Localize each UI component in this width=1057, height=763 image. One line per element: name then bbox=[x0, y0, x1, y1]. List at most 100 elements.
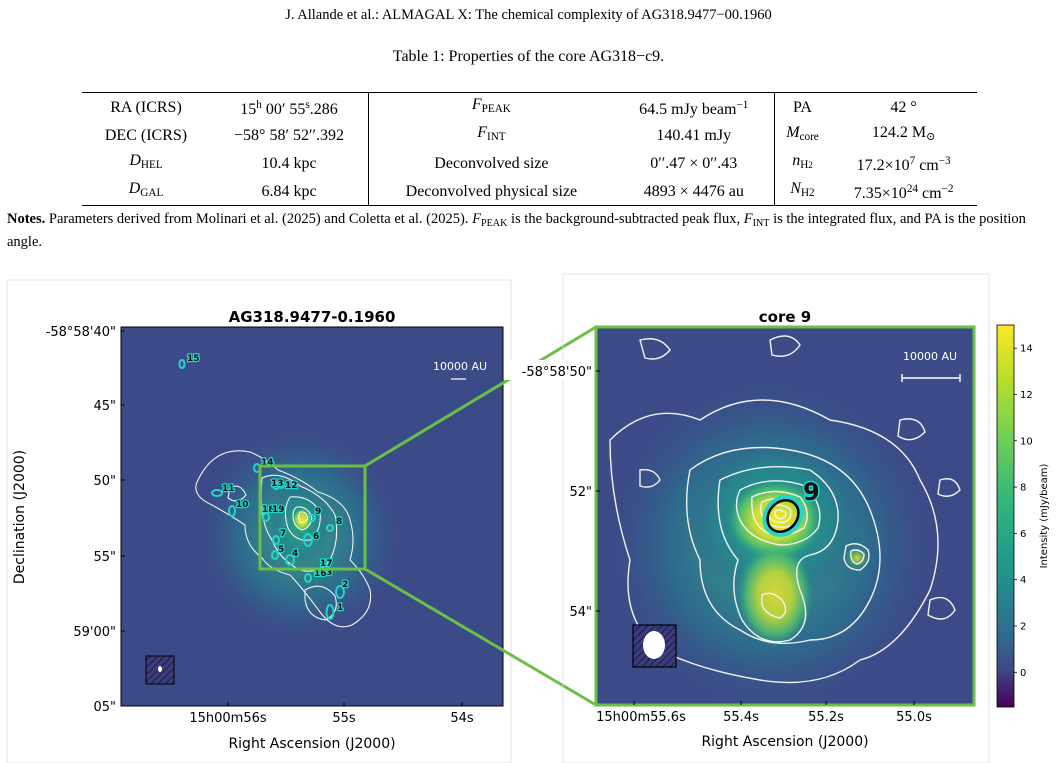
table-row: DHEL 10.4 kpc Deconvolved size 0′′.47 × … bbox=[82, 149, 977, 177]
cell: 64.5 mJy beam−1 bbox=[613, 92, 775, 121]
left-ytick: 45" bbox=[93, 399, 116, 414]
left-image: 1 2 3 4 5 6 7 8 9 10 11 12 13 14 15 16 1… bbox=[121, 327, 503, 706]
core-label-17: 17 bbox=[320, 559, 333, 569]
table-row: DEC (ICRS) −58° 58′ 52′′.392 FINT 140.41… bbox=[82, 121, 977, 149]
notes-text: Parameters derived from Molinari et al. … bbox=[7, 211, 1026, 250]
right-ticks bbox=[596, 370, 915, 705]
cell: 0′′.47 × 0′′.43 bbox=[613, 149, 775, 177]
core-label-12: 12 bbox=[285, 481, 298, 491]
cell: DHEL bbox=[129, 152, 163, 171]
cell: 6.84 kpc bbox=[210, 177, 369, 206]
core-label-7: 7 bbox=[280, 529, 286, 539]
running-head: J. Allande et al.: ALMAGAL X: The chemic… bbox=[285, 7, 772, 23]
right-scalebar-label: 10000 AU bbox=[903, 350, 957, 363]
table-row: DGAL 6.84 kpc Deconvolved physical size … bbox=[82, 177, 977, 206]
notes-label: Notes. bbox=[7, 211, 46, 227]
left-beam bbox=[158, 666, 162, 672]
cell: Deconvolved size bbox=[434, 154, 549, 172]
cell: DGAL bbox=[128, 180, 164, 199]
cell: FPEAK bbox=[471, 96, 511, 115]
left-xtick: 15h00m56s bbox=[189, 711, 267, 726]
cell: RA (ICRS) bbox=[110, 98, 182, 116]
right-xtick: 55.2s bbox=[808, 710, 844, 725]
right-axes bbox=[594, 325, 976, 707]
right-xtick: 55.4s bbox=[723, 710, 759, 725]
core-label-11: 11 bbox=[222, 484, 235, 494]
table-notes: Notes. Parameters derived from Molinari … bbox=[7, 210, 1052, 252]
cell: Mcore bbox=[786, 124, 819, 143]
right-image: 9 10000 AU bbox=[596, 327, 974, 705]
core-label-4: 4 bbox=[292, 549, 298, 559]
core-label-6: 6 bbox=[313, 532, 319, 542]
core-label-3: 3 bbox=[326, 568, 332, 578]
core-label-9: 9 bbox=[315, 507, 321, 517]
left-ytick: 55" bbox=[93, 550, 116, 565]
properties-table: RA (ICRS) 15h 00′ 55s.286 FPEAK 64.5 mJy… bbox=[82, 92, 977, 206]
core-9-ellipse bbox=[762, 495, 804, 537]
left-ytick: -58°58'40" bbox=[46, 325, 116, 340]
left-ytick: 05" bbox=[93, 700, 116, 715]
cell: nH2 bbox=[792, 152, 813, 171]
core-figure: AG318.9477-0.1960 bbox=[6, 273, 1050, 763]
core-label-19: 19 bbox=[272, 505, 285, 515]
right-xtick: 55.0s bbox=[896, 710, 932, 725]
right-ytick: -58°58'50" bbox=[522, 365, 592, 380]
colorbar-tick-label: 2 bbox=[1020, 621, 1026, 632]
core-label-15: 15 bbox=[187, 354, 200, 364]
left-ticks bbox=[121, 330, 463, 707]
colorbar bbox=[996, 324, 1015, 708]
colorbar-tick-label: 14 bbox=[1020, 344, 1033, 355]
cell: Deconvolved physical size bbox=[405, 182, 578, 200]
left-xtick: 55s bbox=[332, 711, 356, 726]
core-label-1: 1 bbox=[337, 603, 343, 613]
zoom-box bbox=[258, 464, 367, 571]
left-xlabel: Right Ascension (J2000) bbox=[228, 736, 395, 752]
left-ytick: 59'00" bbox=[73, 625, 116, 640]
core-9-label: 9 bbox=[803, 478, 820, 506]
right-panel-title: core 9 bbox=[759, 308, 811, 326]
right-xtick: 15h00m55.6s bbox=[596, 710, 686, 725]
cell: PA bbox=[792, 98, 812, 116]
colorbar-tick-label: 6 bbox=[1020, 529, 1026, 540]
zoom-connector-bottom bbox=[364, 567, 597, 707]
core-label-13: 13 bbox=[271, 479, 284, 489]
left-axes bbox=[120, 326, 504, 707]
cell: 7.35×1024 cm−2 bbox=[853, 182, 954, 202]
colorbar-tick-label: 12 bbox=[1020, 390, 1033, 401]
cell: 10.4 kpc bbox=[210, 149, 369, 177]
cell: NH2 bbox=[790, 180, 815, 199]
right-panel-frame bbox=[562, 273, 990, 763]
core-label-2: 2 bbox=[342, 580, 348, 590]
left-panel-title: AG318.9477-0.1960 bbox=[229, 308, 396, 326]
left-ytick: 50" bbox=[93, 474, 116, 489]
colorbar-tick-label: 4 bbox=[1020, 575, 1026, 586]
cell: 17.2×107 cm−3 bbox=[856, 154, 951, 174]
right-ytick: 52" bbox=[569, 485, 592, 500]
left-scalebar-label: 10000 AU bbox=[433, 360, 487, 373]
zoom-connector-top bbox=[364, 325, 597, 468]
cell: DEC (ICRS) bbox=[104, 126, 188, 144]
core-label-8: 8 bbox=[336, 517, 342, 527]
core-label-18: 18 bbox=[262, 505, 275, 515]
table-row: RA (ICRS) 15h 00′ 55s.286 FPEAK 64.5 mJy… bbox=[82, 92, 977, 121]
cell: −58° 58′ 52′′.392 bbox=[210, 121, 369, 149]
colorbar-tick-label: 0 bbox=[1020, 668, 1026, 679]
left-xtick: 54s bbox=[450, 711, 474, 726]
right-ytick: 54" bbox=[569, 605, 592, 620]
colorbar-tick-label: 8 bbox=[1020, 483, 1026, 494]
right-ytick-bg bbox=[506, 360, 592, 380]
core-label-5: 5 bbox=[278, 545, 284, 555]
right-xlabel: Right Ascension (J2000) bbox=[701, 734, 868, 750]
core-label-10: 10 bbox=[236, 500, 249, 510]
cell: 42 ° bbox=[890, 98, 917, 116]
colorbar-tick-label: 10 bbox=[1020, 436, 1033, 447]
cell: 124.2 M⊙ bbox=[871, 124, 936, 143]
colorbar-ticks: 14 12 10 8 6 4 2 0 bbox=[1014, 344, 1033, 679]
colorbar-label: Intensity (mJy/beam) bbox=[1039, 463, 1050, 568]
right-beam bbox=[643, 631, 665, 659]
table-caption: Table 1: Properties of the core AG318−c9… bbox=[392, 48, 665, 65]
cell: FINT bbox=[477, 124, 506, 143]
left-ylabel: Declination (J2000) bbox=[12, 450, 28, 584]
cell: 140.41 mJy bbox=[613, 121, 775, 149]
cell: 4893 × 4476 au bbox=[613, 177, 775, 206]
